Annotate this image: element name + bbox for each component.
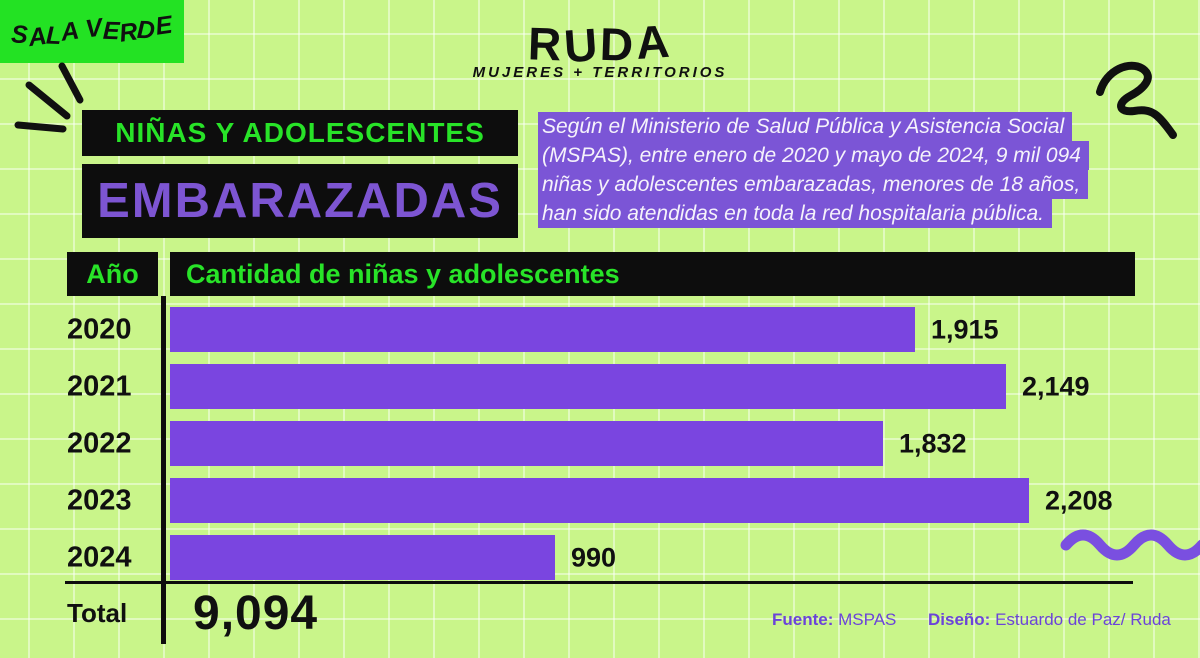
value-label-2022: 1,832: [899, 428, 967, 458]
year-label-2023: 2023: [67, 484, 132, 516]
chart-row-2020: 2020 1,915: [0, 307, 1200, 352]
chart-row-2021: 2021 2,149: [0, 364, 1200, 409]
headline-line2-block: EMBARAZADAS: [82, 164, 518, 238]
intro-line: (MSPAS), entre enero de 2020 y mayo de 2…: [538, 141, 1089, 170]
intro-line: han sido atendidas en toda la red hospit…: [538, 199, 1053, 228]
value-label-2024: 990: [571, 542, 617, 572]
design-value: Estuardo de Paz/ Ruda: [995, 610, 1171, 629]
source-credit: Fuente: MSPAS: [772, 610, 896, 630]
total-label: Total: [67, 598, 128, 628]
column-header-year-label: Año: [86, 258, 139, 289]
intro-paragraph: Según el Ministerio de Salud Pública y A…: [538, 112, 1089, 228]
wave-decoration: [1060, 529, 1200, 561]
headline-line1: NIÑAS Y ADOLESCENTES: [115, 117, 485, 148]
value-label-2021: 2,149: [1022, 371, 1090, 401]
ruda-tagline: MUJERES + TERRITORIOS: [472, 64, 728, 81]
sala-verde-badge: SALA VERDE: [0, 0, 184, 63]
design-label: Diseño:: [928, 610, 991, 629]
chart-row-2023: 2023 2,208: [0, 478, 1200, 523]
column-header-amount: Cantidad de niñas y adolescentes: [170, 252, 1135, 296]
squiggle-decoration: [1096, 61, 1177, 139]
year-label-2020: 2020: [67, 313, 132, 345]
year-label-2022: 2022: [67, 427, 132, 459]
intro-line: Según el Ministerio de Salud Pública y A…: [538, 112, 1073, 141]
bar-2021: [170, 364, 1006, 409]
intro-line: niñas y adolescentes embarazadas, menore…: [538, 170, 1089, 199]
bar-2024: [170, 535, 555, 580]
source-label: Fuente:: [772, 610, 834, 629]
chart-axis-vertical-line: [161, 296, 166, 644]
bar-2022: [170, 421, 883, 466]
source-value: MSPAS: [838, 610, 897, 629]
column-header-amount-label: Cantidad de niñas y adolescentes: [186, 258, 620, 289]
ruda-logo: RUDA MUJERES + TERRITORIOS: [0, 15, 1200, 81]
year-label-2021: 2021: [67, 370, 132, 402]
headline-line1-block: NIÑAS Y ADOLESCENTES: [82, 110, 518, 156]
chart-row-2024: 2024 990: [0, 535, 1200, 580]
year-label-2024: 2024: [67, 541, 132, 573]
total-value: 9,094: [193, 587, 319, 640]
burst-lines-decoration: [14, 62, 84, 133]
bar-2023: [170, 478, 1029, 523]
bar-2020: [170, 307, 915, 352]
chart-row-2022: 2022 1,832: [0, 421, 1200, 466]
value-label-2023: 2,208: [1045, 485, 1113, 515]
design-credit: Diseño: Estuardo de Paz/ Ruda: [928, 610, 1171, 630]
value-label-2020: 1,915: [931, 314, 999, 344]
column-header-year: Año: [67, 252, 158, 296]
total-separator-line: [65, 581, 1133, 584]
headline-line2: EMBARAZADAS: [97, 174, 503, 228]
